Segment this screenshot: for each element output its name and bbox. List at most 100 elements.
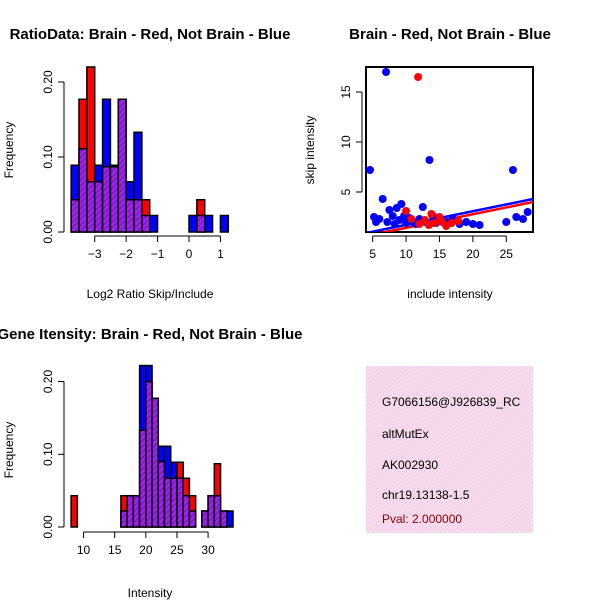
info-location: chr19.13138-1.5 bbox=[382, 488, 470, 502]
brain-point bbox=[447, 219, 456, 227]
info-event-type: altMutEx bbox=[382, 427, 429, 441]
intensity-overlap-bar bbox=[145, 380, 153, 528]
intensity-overlap-bar bbox=[182, 494, 191, 528]
not-brain-point bbox=[512, 213, 521, 221]
not-brain-point bbox=[502, 218, 511, 226]
scatter-xlabel: include intensity bbox=[407, 287, 492, 301]
ratio-overlap-bar bbox=[86, 181, 96, 233]
intensity-overlap-bar bbox=[213, 494, 222, 528]
not-brain-point bbox=[508, 166, 517, 174]
not-brain-point bbox=[523, 208, 532, 216]
intensity-overlap-bar bbox=[132, 494, 141, 528]
info-pval: Pval: 2.000000 bbox=[382, 512, 462, 526]
ratio-overlap-bar bbox=[109, 166, 120, 233]
ratio-not-brain-bar bbox=[219, 214, 230, 233]
intensity-overlap-bar bbox=[201, 510, 209, 528]
ratio-y-tick-label: 0.10 bbox=[41, 145, 55, 169]
ratio-overlap-bar bbox=[196, 214, 206, 233]
intensity-y-tick-label: 0.10 bbox=[41, 442, 55, 466]
ratio-axes: −3 −2 −1 0 1 0.00 0.10 0.20 bbox=[41, 70, 224, 261]
intensity-overlap-bar bbox=[169, 477, 178, 528]
intensity-overlap-bar bbox=[151, 397, 160, 528]
intensity-bars bbox=[70, 364, 234, 528]
ratio-x-tick-label: 1 bbox=[217, 247, 224, 261]
intensity-x-tick-label: 30 bbox=[201, 543, 215, 557]
ratio-title: RatioData: Brain - Red, Not Brain - Blue bbox=[10, 26, 291, 43]
ratio-ylabel: Frequency bbox=[2, 122, 16, 179]
ratio-x-tick-label: −2 bbox=[119, 247, 133, 261]
intensity-overlap-bar bbox=[157, 460, 166, 528]
intensity-brain-bar bbox=[70, 494, 79, 528]
intensity-x-tick-label: 20 bbox=[139, 543, 153, 557]
intensity-overlap-bar bbox=[163, 477, 172, 528]
not-brain-point bbox=[375, 215, 384, 223]
scatter-points bbox=[366, 68, 532, 230]
intensity-title: Gene Itensity: Brain - Red, Not Brain - … bbox=[0, 326, 303, 343]
ratio-overlap-bar bbox=[101, 166, 112, 233]
not-brain-point bbox=[418, 203, 427, 211]
scatter-x-tick-label: 25 bbox=[500, 247, 514, 261]
intensity-overlap-bar bbox=[188, 510, 197, 528]
brain-point bbox=[430, 219, 439, 227]
brain-point bbox=[454, 217, 463, 225]
brain-point bbox=[402, 207, 411, 215]
info-probe-id: G7066156@J926839_RC bbox=[382, 395, 521, 409]
scatter-x-tick-label: 15 bbox=[433, 247, 447, 261]
not-brain-point bbox=[388, 212, 397, 220]
intensity-histogram: Gene Itensity: Brain - Red, Not Brain - … bbox=[0, 326, 303, 600]
not-brain-point bbox=[378, 195, 387, 203]
info-panel: G7066156@J926839_RC altMutEx AK002930 ch… bbox=[366, 366, 533, 533]
info-background bbox=[366, 366, 533, 533]
ratio-not-brain-bar bbox=[188, 214, 198, 233]
ratio-y-tick-label: 0.00 bbox=[41, 220, 55, 244]
intensity-x-tick-label: 10 bbox=[77, 543, 91, 557]
scatter-y-tick-label: 5 bbox=[339, 188, 353, 195]
not-brain-point bbox=[462, 218, 471, 226]
intensity-scatter: Brain - Red, Not Brain - Blue 5 10 15 20 25 5… bbox=[303, 26, 551, 301]
intensity-overlap-bar bbox=[207, 494, 216, 528]
intensity-y-tick-label: 0.20 bbox=[41, 370, 55, 394]
intensity-not-brain-bar bbox=[226, 510, 234, 528]
scatter-x-tick-label: 20 bbox=[466, 247, 480, 261]
intensity-overlap-bar bbox=[120, 510, 128, 528]
scatter-y-tick-label: 10 bbox=[339, 135, 353, 149]
scatter-x-tick-label: 5 bbox=[369, 247, 376, 261]
ratio-overlap-bar bbox=[70, 199, 80, 233]
intensity-x-tick-label: 15 bbox=[108, 543, 122, 557]
ratio-overlap-bar bbox=[78, 148, 88, 233]
ratio-overlap-bar bbox=[117, 98, 127, 233]
ratio-xlabel: Log2 Ratio Skip/Include bbox=[87, 287, 214, 301]
ratio-bars bbox=[70, 66, 230, 233]
scatter-axes: 5 10 15 20 25 5 10 15 bbox=[339, 85, 513, 261]
intensity-axes: 10 15 20 25 30 0.00 0.10 0.20 bbox=[41, 370, 215, 557]
scatter-plot-box bbox=[365, 66, 534, 233]
brain-point bbox=[427, 210, 436, 218]
intensity-overlap-bar bbox=[138, 429, 147, 528]
intensity-overlap-bar bbox=[219, 510, 228, 528]
not-brain-point bbox=[382, 68, 391, 76]
not-brain-point bbox=[518, 215, 527, 223]
intensity-x-tick-label: 25 bbox=[170, 543, 184, 557]
brain-point bbox=[414, 73, 423, 81]
scatter-title: Brain - Red, Not Brain - Blue bbox=[349, 26, 551, 43]
ratio-overlap-bar bbox=[133, 199, 143, 233]
ratio-overlap-bar bbox=[141, 214, 151, 233]
scatter-x-tick-label: 10 bbox=[399, 247, 413, 261]
ratio-x-tick-label: 0 bbox=[186, 247, 193, 261]
ratio-x-tick-label: −1 bbox=[151, 247, 165, 261]
intensity-overlap-bar bbox=[176, 477, 184, 528]
not-brain-point bbox=[383, 218, 392, 226]
ratio-y-tick-label: 0.20 bbox=[41, 70, 55, 94]
ratio-overlap-bar bbox=[93, 181, 104, 233]
ratio-not-brain-bar bbox=[148, 214, 159, 233]
intensity-y-tick-label: 0.00 bbox=[41, 515, 55, 539]
not-brain-point bbox=[425, 156, 434, 164]
intensity-xlabel: Intensity bbox=[128, 586, 173, 600]
not-brain-point bbox=[385, 206, 394, 214]
ratio-histogram: RatioData: Brain - Red, Not Brain - Blue… bbox=[2, 26, 290, 301]
not-brain-point bbox=[366, 166, 375, 174]
not-brain-point bbox=[468, 220, 477, 228]
ratio-not-brain-bar bbox=[203, 214, 214, 233]
brain-point bbox=[407, 215, 416, 223]
